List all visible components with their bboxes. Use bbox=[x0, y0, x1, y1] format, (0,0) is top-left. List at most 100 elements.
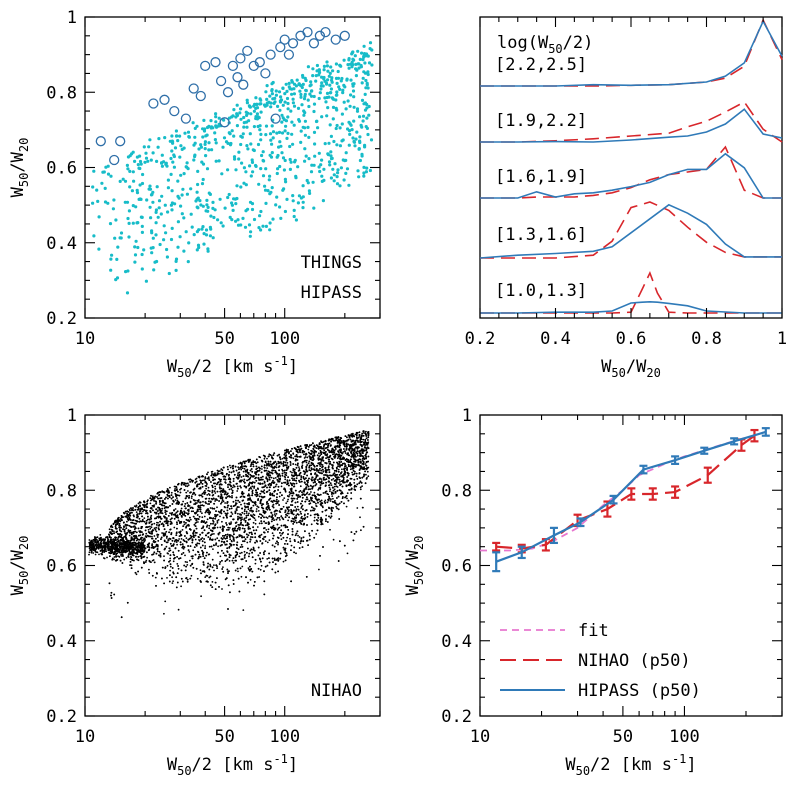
nihao-point bbox=[212, 548, 214, 550]
hipass-point bbox=[220, 172, 224, 176]
hipass-point bbox=[330, 156, 334, 160]
hipass-point bbox=[274, 203, 278, 207]
hipass-point bbox=[360, 51, 364, 55]
hipass-point bbox=[290, 87, 294, 91]
nihao-point bbox=[278, 526, 281, 529]
hipass-point bbox=[360, 98, 365, 102]
hipass-point bbox=[193, 126, 197, 130]
hipass-point bbox=[342, 178, 346, 182]
nihao-point bbox=[240, 503, 242, 506]
hipass-point bbox=[345, 78, 349, 82]
nihao-point bbox=[253, 517, 256, 520]
hipass-point bbox=[213, 131, 217, 135]
hipass-point bbox=[275, 155, 279, 159]
hipass-point bbox=[269, 138, 273, 142]
hipass-point bbox=[293, 160, 297, 164]
hipass-point bbox=[295, 78, 299, 82]
hipass-point bbox=[179, 173, 183, 177]
nihao-point bbox=[207, 471, 209, 474]
nihao-point bbox=[367, 475, 370, 478]
hipass-point bbox=[342, 58, 346, 62]
nihao-point bbox=[130, 542, 133, 544]
hipass-point bbox=[296, 201, 300, 205]
hipass-point bbox=[268, 132, 273, 136]
hipass-point bbox=[312, 130, 317, 134]
things-point bbox=[260, 68, 271, 79]
hipass-point bbox=[214, 124, 218, 128]
hipass-point bbox=[214, 141, 218, 145]
hipass-point bbox=[310, 163, 314, 167]
hipass-point bbox=[360, 154, 364, 158]
nihao-point bbox=[140, 542, 143, 545]
hipass-point bbox=[284, 124, 288, 128]
nihao-point bbox=[243, 467, 246, 470]
hipass-point bbox=[274, 93, 278, 97]
hipass-point bbox=[162, 238, 166, 242]
hipass-point bbox=[202, 232, 206, 236]
hipass-point bbox=[313, 154, 317, 158]
hipass-point bbox=[309, 83, 313, 87]
hipass-point bbox=[281, 103, 285, 107]
nihao-point bbox=[95, 551, 98, 553]
things-point bbox=[222, 87, 234, 98]
hipass-point bbox=[157, 199, 162, 203]
nihao-point bbox=[242, 480, 245, 483]
nihao-point bbox=[133, 544, 136, 547]
hipass-point bbox=[207, 124, 211, 128]
nihao-point bbox=[97, 547, 100, 550]
hipass-point bbox=[270, 186, 274, 190]
hipass-point bbox=[370, 48, 374, 52]
hipass-point bbox=[365, 54, 369, 58]
nihao-point bbox=[120, 551, 122, 554]
nihao-point bbox=[258, 576, 261, 578]
hipass-point bbox=[285, 136, 289, 140]
hipass-point bbox=[125, 200, 130, 204]
nihao-point bbox=[177, 539, 180, 542]
hipass-point bbox=[294, 218, 298, 222]
hipass-point bbox=[241, 216, 245, 220]
nihao-point bbox=[133, 538, 136, 540]
nihao-point bbox=[276, 462, 278, 465]
nihao-point bbox=[126, 520, 128, 523]
hipass-point bbox=[140, 267, 144, 271]
hipass-point bbox=[176, 179, 180, 183]
hipass-point bbox=[133, 253, 138, 257]
hipass-point bbox=[352, 105, 356, 109]
nihao-point bbox=[209, 507, 212, 509]
hipass-point bbox=[182, 216, 186, 220]
bin-hipass-line bbox=[480, 108, 783, 143]
things-point bbox=[242, 45, 253, 57]
hipass-point bbox=[312, 163, 316, 167]
hipass-point bbox=[163, 136, 167, 140]
nihao-point bbox=[100, 549, 102, 552]
nihao-point bbox=[365, 473, 367, 476]
hipass-point bbox=[280, 131, 285, 135]
nihao-point bbox=[186, 564, 189, 566]
hipass-point bbox=[365, 116, 369, 120]
nihao-point bbox=[186, 561, 189, 564]
nihao-point bbox=[244, 469, 247, 472]
nihao-point bbox=[336, 457, 339, 460]
hipass-point bbox=[286, 107, 290, 111]
nihao-point bbox=[91, 541, 93, 543]
hipass-point bbox=[249, 112, 253, 116]
hipass-point bbox=[173, 146, 178, 150]
hipass-point bbox=[301, 200, 305, 204]
nihao-point bbox=[265, 529, 268, 531]
nihao-point bbox=[270, 455, 273, 457]
nihao-point bbox=[336, 486, 339, 488]
nihao-point bbox=[90, 547, 93, 549]
things-point bbox=[115, 136, 126, 147]
nihao-point bbox=[364, 463, 367, 465]
nihao-point bbox=[339, 480, 341, 483]
hipass-point bbox=[237, 150, 241, 154]
nihao-point bbox=[198, 553, 201, 556]
hipass-point bbox=[192, 143, 196, 147]
nihao-point bbox=[121, 551, 124, 554]
hipass-point bbox=[329, 134, 333, 138]
hipass-point bbox=[230, 115, 234, 119]
hipass-point bbox=[216, 218, 220, 222]
hipass-point bbox=[322, 75, 326, 80]
hipass-point bbox=[133, 159, 137, 163]
